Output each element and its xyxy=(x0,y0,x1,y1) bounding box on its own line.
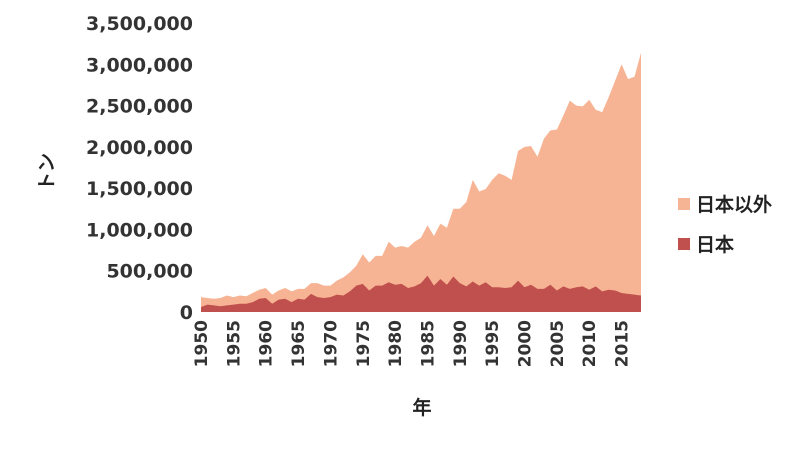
area-series-non-japan xyxy=(201,52,641,312)
y-tick-label: 0 xyxy=(180,302,193,324)
x-tick-label: 1990 xyxy=(451,320,471,367)
y-tick-label: 3,000,000 xyxy=(86,54,193,76)
x-tick-label: 1965 xyxy=(289,320,309,367)
y-axis-ticks: 0 500,000 1,000,000 1,500,000 2,000,000 2,500… xyxy=(86,13,193,324)
x-axis-ticks: 1950 1955 1960 1965 1970 1975 1980 1985 1990 1995… xyxy=(192,320,633,367)
legend-swatch-non-japan xyxy=(678,198,690,210)
x-tick-label: 1980 xyxy=(386,320,406,367)
y-tick-label: 1,500,000 xyxy=(86,178,193,200)
legend: 日本以外 日本 xyxy=(678,193,772,256)
x-axis-title: 年 xyxy=(412,396,431,419)
x-tick-label: 1995 xyxy=(483,320,503,367)
x-tick-label: 2015 xyxy=(613,320,633,367)
x-tick-label: 2010 xyxy=(580,320,600,367)
legend-label-non-japan: 日本以外 xyxy=(696,193,772,216)
x-tick-label: 1955 xyxy=(224,320,244,367)
legend-label-japan: 日本 xyxy=(696,233,734,256)
area-series-japan xyxy=(201,275,641,312)
x-tick-label: 2005 xyxy=(548,320,568,367)
x-tick-label: 1975 xyxy=(354,320,374,367)
y-tick-label: 3,500,000 xyxy=(86,13,193,35)
x-tick-label: 1960 xyxy=(257,320,277,367)
y-axis-title: トン xyxy=(36,153,58,191)
x-tick-label: 2000 xyxy=(516,320,536,367)
legend-swatch-japan xyxy=(678,238,690,250)
x-tick-label: 1970 xyxy=(321,320,341,367)
y-tick-label: 1,000,000 xyxy=(86,219,193,241)
y-tick-label: 500,000 xyxy=(106,261,193,283)
y-tick-label: 2,500,000 xyxy=(86,96,193,118)
x-tick-label: 1950 xyxy=(192,320,212,367)
x-tick-label: 1985 xyxy=(419,320,439,367)
plot-area xyxy=(201,52,641,312)
y-tick-label: 2,000,000 xyxy=(86,137,193,159)
